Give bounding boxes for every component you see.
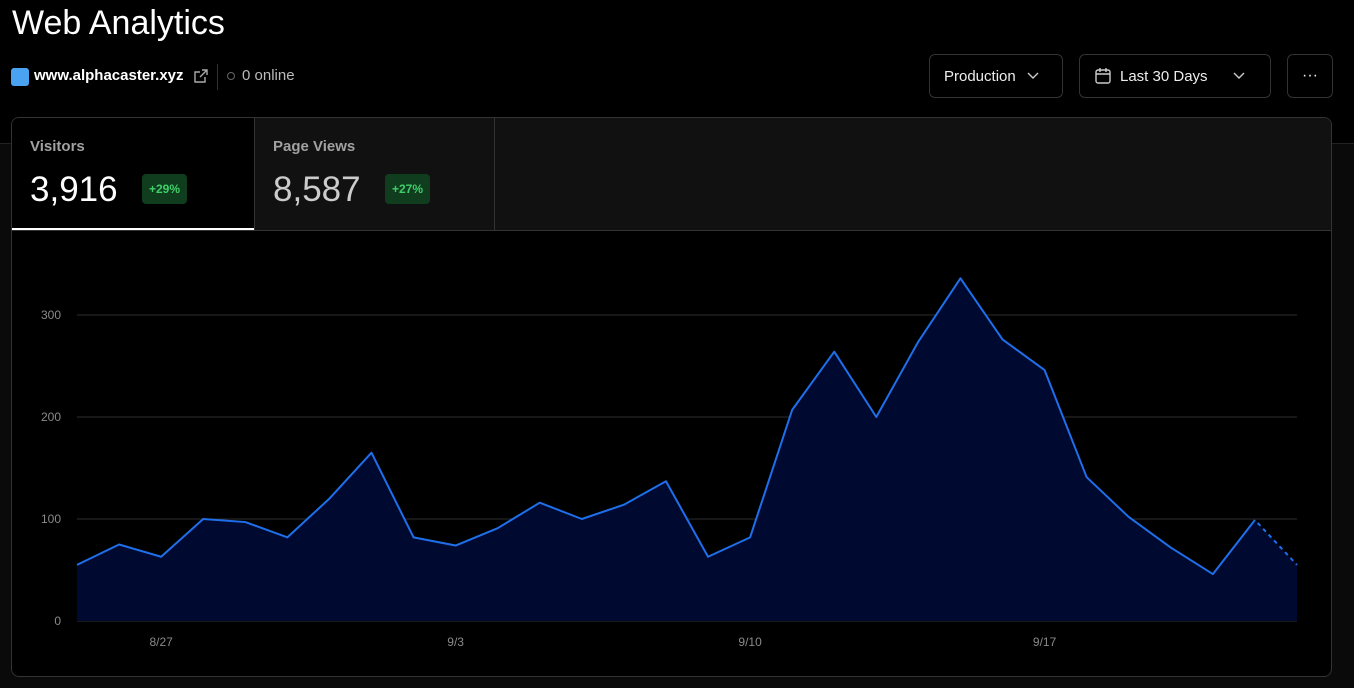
line bbox=[76, 277, 1298, 576]
range-label: Last 30 Days bbox=[1120, 67, 1208, 85]
divider bbox=[217, 64, 218, 90]
site-icon bbox=[11, 68, 29, 86]
external-icon bbox=[194, 69, 208, 83]
tab[interactable]: Page Views 8,587 +27% bbox=[254, 118, 495, 230]
tab-label: Page Views bbox=[273, 138, 356, 155]
tab[interactable]: Visitors 3,916 +29% bbox=[12, 118, 254, 230]
x-tick-label: 9/17 bbox=[1033, 635, 1057, 649]
tab-change: +29% bbox=[142, 174, 188, 204]
chevron bbox=[1233, 72, 1245, 79]
x-tick-label: 8/27 bbox=[149, 635, 173, 649]
chevron bbox=[1027, 72, 1039, 79]
page-title: Web Analytics bbox=[12, 4, 225, 42]
y-tick-label: 300 bbox=[41, 308, 61, 322]
online-count: 0 online bbox=[242, 67, 295, 84]
y-tick-label: 200 bbox=[41, 410, 61, 424]
y-tick-label: 100 bbox=[41, 512, 61, 526]
tab-value: 3,916 bbox=[30, 170, 118, 209]
area bbox=[77, 278, 1297, 621]
tab-change: +27% bbox=[385, 174, 431, 204]
more-button[interactable]: ··· bbox=[1287, 54, 1333, 98]
environment-select[interactable]: Production bbox=[929, 54, 1063, 98]
tab-value: 8,587 bbox=[273, 170, 361, 209]
x-tick-label: 9/10 bbox=[738, 635, 762, 649]
x-tick-label: 9/3 bbox=[447, 635, 464, 649]
calendar-icon bbox=[1095, 68, 1111, 84]
online-dot bbox=[227, 72, 235, 80]
site-link[interactable]: www.alphacaster.xyz bbox=[34, 67, 184, 84]
environment-label: Production bbox=[944, 67, 1016, 85]
tab-label: Visitors bbox=[30, 138, 85, 155]
y-tick-label: 0 bbox=[54, 614, 61, 628]
range-select[interactable]: Last 30 Days bbox=[1079, 54, 1271, 98]
